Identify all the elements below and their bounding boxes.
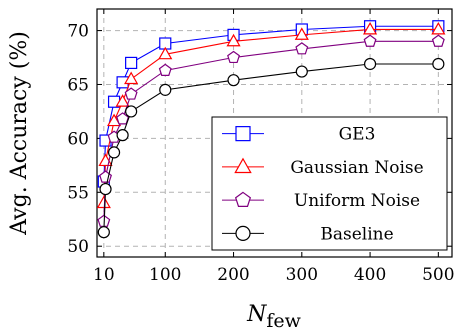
series-line-3 [103,63,439,233]
legend-label-1: Gaussian Noise [290,158,423,178]
data-point-1-6 [226,33,241,47]
legend-box [211,116,448,251]
data-point-3-4 [125,105,138,118]
data-point-2-3 [116,112,130,125]
data-point-1-0 [96,195,111,209]
x-tick-label-100: 100 [149,265,181,285]
x-tick-label-300: 300 [286,265,318,285]
data-point-3-1 [99,182,112,196]
data-point-2-1 [99,170,112,183]
legend-marker-3 [235,225,251,241]
x-tick-label-200: 200 [217,265,249,285]
legend-label-2: Uniform Noise [294,191,420,211]
legend-label-0: GE3 [339,125,376,145]
data-point-1-4 [124,71,139,85]
data-point-3-9 [432,57,445,71]
data-point-2-8 [363,34,377,47]
x-tick-label-10: 10 [93,265,115,285]
y-tick-label-60: 60 [67,129,89,149]
data-point-2-7 [295,42,309,55]
x-axis-label-sub: few [266,310,301,332]
legend-marker-2 [234,191,252,207]
data-point-1-7 [294,27,309,40]
y-tick-label-65: 65 [67,75,89,95]
y-axis-label: Avg. Accuracy (%) [7,31,32,236]
data-point-0-4 [125,56,138,70]
data-point-2-6 [227,50,240,64]
data-point-3-5 [159,83,172,96]
data-point-3-7 [295,65,308,78]
x-tick-label-500: 500 [422,265,454,285]
data-point-1-3 [115,94,130,107]
legend: GE3 Gaussian Noise Uniform Noise Baseline [211,116,448,251]
x-axis-label-main: N [246,302,267,327]
y-tick-label-50: 50 [67,237,89,257]
legend-marker-1 [234,157,252,174]
data-point-3-3 [116,129,129,142]
data-point-2-9 [431,34,445,47]
data-point-1-2 [106,113,122,127]
legend-marker-0 [235,126,251,142]
legend-label-3: Baseline [320,224,393,244]
data-point-3-0 [97,226,110,239]
series-line-0 [103,25,439,182]
plot-frame [96,8,453,258]
data-point-1-8 [362,21,378,35]
x-tick-label-400: 400 [354,265,386,285]
x-axis-label: Nfew [246,302,302,332]
data-point-1-9 [431,21,446,35]
data-point-2-5 [158,63,172,76]
y-tick-label-70: 70 [67,22,89,42]
data-point-3-6 [227,74,240,87]
data-point-3-8 [363,57,377,71]
axis-ticks: 10 100 200 300 400 500 50 55 60 65 70 [67,9,455,285]
series-layer [96,20,446,239]
data-point-2-4 [124,87,138,100]
y-tick-label-55: 55 [67,183,89,203]
series-line-2 [103,40,439,222]
data-point-1-5 [158,46,173,60]
data-point-3-2 [107,146,121,159]
series-3 [97,57,445,239]
